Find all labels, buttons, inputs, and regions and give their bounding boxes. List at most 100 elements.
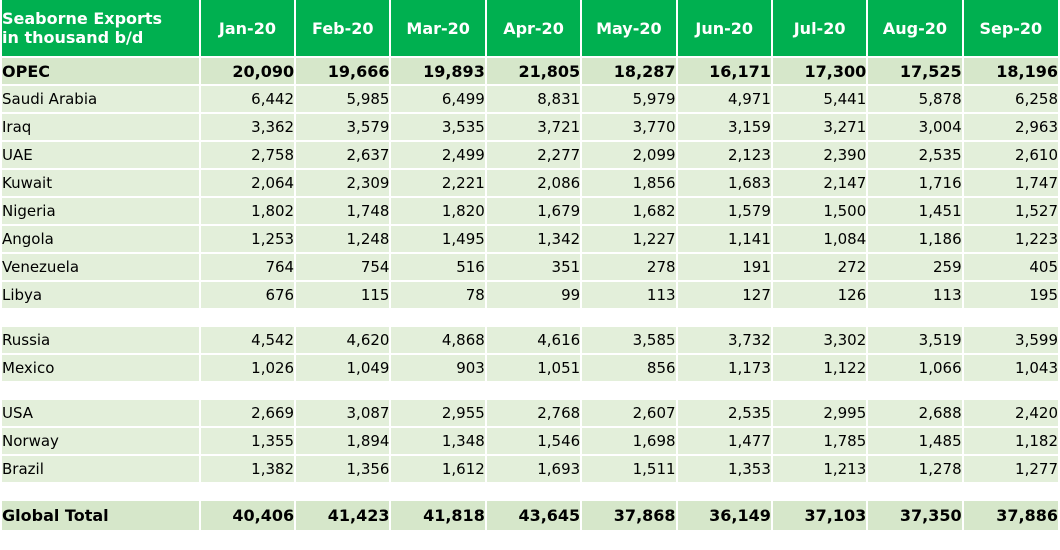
value-cell: 1,043 [963, 355, 1058, 383]
value-cell: 2,607 [582, 400, 676, 428]
row-label: Nigeria [2, 198, 199, 226]
value-cell: 1,182 [963, 428, 1058, 456]
value-cell: 5,878 [868, 86, 962, 114]
table-row: Saudi Arabia 6,442 5,985 6,499 8,831 5,979 4,9… [2, 86, 1058, 114]
row-label: Angola [2, 226, 199, 254]
header-row: Seaborne Exports in thousand b/d Jan-20 … [2, 0, 1058, 58]
value-cell: 1,820 [391, 198, 485, 226]
value-cell: 2,610 [963, 142, 1058, 170]
value-cell: 2,099 [582, 142, 676, 170]
column-header: Mar-20 [391, 0, 485, 58]
value-cell: 37,868 [582, 501, 676, 532]
value-cell: 1,477 [677, 428, 771, 456]
value-cell: 2,637 [296, 142, 390, 170]
spacer-cell [868, 383, 962, 400]
table-title: Seaborne Exports in thousand b/d [2, 0, 199, 58]
value-cell: 2,221 [391, 170, 485, 198]
value-cell: 259 [868, 254, 962, 282]
spacer-cell [772, 383, 867, 400]
group-spacer [2, 383, 1058, 400]
table-title-line-2: in thousand b/d [2, 28, 144, 47]
value-cell: 1,747 [963, 170, 1058, 198]
value-cell: 856 [582, 355, 676, 383]
table-row: OPEC 20,090 19,666 19,893 21,805 18,287 16,171… [2, 58, 1058, 86]
value-cell: 1,693 [486, 456, 581, 484]
spacer-cell [677, 310, 771, 327]
value-cell: 764 [200, 254, 295, 282]
spacer-cell [2, 383, 199, 400]
value-cell: 4,616 [486, 327, 581, 355]
value-cell: 272 [772, 254, 867, 282]
row-label: Brazil [2, 456, 199, 484]
value-cell: 6,442 [200, 86, 295, 114]
spacer-cell [486, 310, 581, 327]
value-cell: 191 [677, 254, 771, 282]
value-cell: 1,579 [677, 198, 771, 226]
value-cell: 2,955 [391, 400, 485, 428]
value-cell: 1,511 [582, 456, 676, 484]
table-row: Iraq 3,362 3,579 3,535 3,721 3,770 3,159 3,271 3… [2, 114, 1058, 142]
value-cell: 195 [963, 282, 1058, 310]
value-cell: 41,423 [296, 501, 390, 532]
value-cell: 3,087 [296, 400, 390, 428]
row-label: USA [2, 400, 199, 428]
value-cell: 1,084 [772, 226, 867, 254]
value-cell: 1,223 [963, 226, 1058, 254]
table-row: Nigeria 1,802 1,748 1,820 1,679 1,682 1,579 1,5… [2, 198, 1058, 226]
table-title-line-1: Seaborne Exports [2, 9, 163, 28]
value-cell: 3,159 [677, 114, 771, 142]
value-cell: 1,682 [582, 198, 676, 226]
value-cell: 37,350 [868, 501, 962, 532]
column-header: Sep-20 [963, 0, 1058, 58]
value-cell: 1,856 [582, 170, 676, 198]
value-cell: 113 [868, 282, 962, 310]
table-row: Global Total 40,406 41,423 41,818 43,645 37,8… [2, 501, 1058, 532]
value-cell: 1,213 [772, 456, 867, 484]
row-label: Kuwait [2, 170, 199, 198]
value-cell: 3,362 [200, 114, 295, 142]
spacer-cell [200, 484, 295, 501]
value-cell: 2,995 [772, 400, 867, 428]
spacer-cell [868, 484, 962, 501]
value-cell: 99 [486, 282, 581, 310]
column-header: Feb-20 [296, 0, 390, 58]
value-cell: 405 [963, 254, 1058, 282]
value-cell: 2,147 [772, 170, 867, 198]
spacer-cell [391, 383, 485, 400]
row-label: Saudi Arabia [2, 86, 199, 114]
value-cell: 4,620 [296, 327, 390, 355]
value-cell: 1,785 [772, 428, 867, 456]
column-header: Jan-20 [200, 0, 295, 58]
value-cell: 4,542 [200, 327, 295, 355]
table-row: USA 2,669 3,087 2,955 2,768 2,607 2,535 2,995 2,… [2, 400, 1058, 428]
spacer-cell [486, 484, 581, 501]
column-header: Aug-20 [868, 0, 962, 58]
value-cell: 1,277 [963, 456, 1058, 484]
value-cell: 1,451 [868, 198, 962, 226]
value-cell: 41,818 [391, 501, 485, 532]
value-cell: 1,679 [486, 198, 581, 226]
row-label: Mexico [2, 355, 199, 383]
value-cell: 1,356 [296, 456, 390, 484]
value-cell: 903 [391, 355, 485, 383]
value-cell: 1,612 [391, 456, 485, 484]
value-cell: 2,277 [486, 142, 581, 170]
table-row: Mexico 1,026 1,049 903 1,051 856 1,173 1,122 1,0… [2, 355, 1058, 383]
value-cell: 1,802 [200, 198, 295, 226]
value-cell: 2,309 [296, 170, 390, 198]
spacer-cell [677, 383, 771, 400]
value-cell: 17,300 [772, 58, 867, 86]
value-cell: 3,579 [296, 114, 390, 142]
row-label: Venezuela [2, 254, 199, 282]
value-cell: 1,227 [582, 226, 676, 254]
value-cell: 351 [486, 254, 581, 282]
value-cell: 3,302 [772, 327, 867, 355]
value-cell: 2,768 [486, 400, 581, 428]
value-cell: 115 [296, 282, 390, 310]
value-cell: 1,495 [391, 226, 485, 254]
row-label: Russia [2, 327, 199, 355]
value-cell: 1,122 [772, 355, 867, 383]
row-label: Libya [2, 282, 199, 310]
value-cell: 1,485 [868, 428, 962, 456]
row-label: UAE [2, 142, 199, 170]
